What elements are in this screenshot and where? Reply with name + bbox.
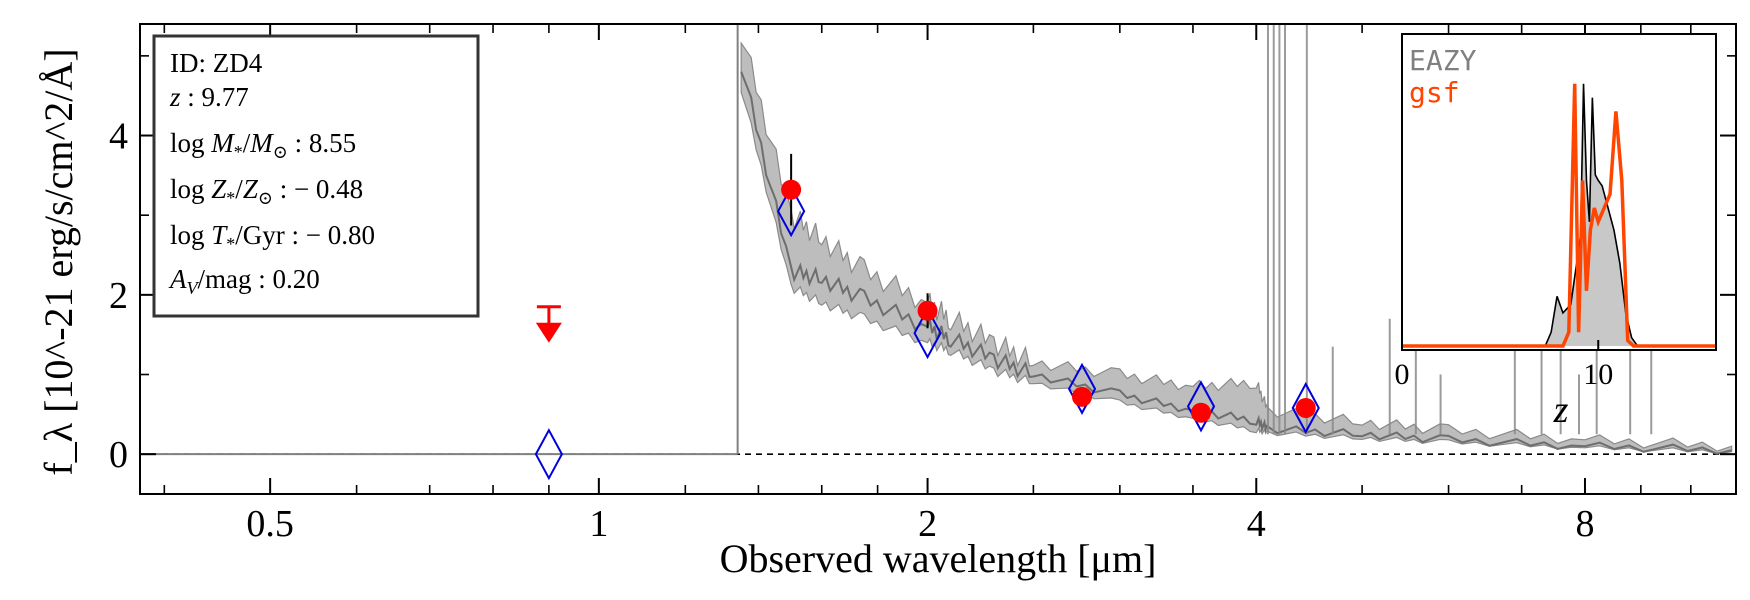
inset-x-tick-label: 10 [1583,358,1613,391]
plot-frame [139,23,1737,495]
x-axis: 0.5 1 2 4 8 [163,24,1692,545]
model-flux-diamond [1291,381,1320,435]
y-tick-label: 0 [109,434,128,476]
info-log-metallicity: log Z*/Z⊙ : − 0.48 [170,174,363,208]
observed-flux-point [917,300,938,321]
spectrum-median [740,71,1732,455]
x-tick-label: 0.5 [246,503,294,545]
y-axis: 0 2 4 [109,55,1736,476]
observed-flux-point [1072,386,1093,407]
y-axis-label: f_λ [10^-21 erg/s/cm^2/Å] [36,48,81,475]
model-flux-diamond [1067,362,1097,415]
inset-eazy-line [1402,83,1716,347]
y-tick-label: 4 [109,116,128,158]
spectrum-uncertainty-band [740,41,1733,455]
inset-x-axis: 0 10 [1395,340,1613,391]
inset-x-label: z [1553,389,1569,431]
x-tick-label: 1 [589,503,608,545]
observed-flux-point [781,179,802,200]
inset-gsf-line [1402,83,1716,348]
photometry-marks [534,153,1320,481]
info-av: AV/mag : 0.20 [168,264,320,298]
observed-flux-point [1295,397,1316,418]
model-flux-diamond [1186,380,1216,433]
y-tick-label: 2 [109,275,128,317]
observed-flux-point [1191,402,1212,423]
info-log-mass: log M*/M⊙ : 8.55 [170,128,356,162]
model-flux-diamond [534,428,564,481]
info-redshift: z : 9.77 [169,82,249,112]
info-box: ID: ZD4 z : 9.77 log M*/M⊙ : 8.55 log Z*… [152,34,480,318]
inset-x-tick-label: 0 [1395,358,1410,391]
x-axis-label: Observed wavelength [μm] [720,536,1157,581]
model-flux-diamond [776,185,806,238]
inset-legend-eazy: EAZY [1409,44,1477,77]
x-tick-label: 8 [1575,503,1594,545]
x-tick-label: 2 [918,503,937,545]
x-tick-label: 4 [1247,503,1266,545]
info-log-age: log T*/Gyr : − 0.80 [170,220,375,254]
upper-limit-arrow [535,322,562,343]
model-flux-diamond [913,306,942,360]
inset-redshift-pdf: 0 10 EAZY gsf z [1395,33,1717,431]
info-id: ID: ZD4 [170,48,263,78]
inset-legend-gsf: gsf [1409,76,1460,109]
